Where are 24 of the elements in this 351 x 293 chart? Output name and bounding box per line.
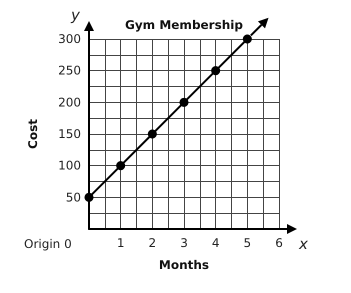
y-tick-label: 50 (66, 190, 81, 204)
x-tick-label: 1 (116, 236, 124, 250)
text: Origin 0 (24, 237, 72, 251)
x-tick-label: 4 (212, 236, 220, 250)
y-tick-label: 100 (58, 158, 81, 173)
point (148, 130, 157, 138)
y-axis-title: Cost (26, 118, 40, 149)
y-tick-label: 150 (58, 127, 81, 141)
x-tick-label: 5 (244, 236, 252, 250)
point (116, 161, 126, 170)
x-tick-label: 2 (148, 236, 156, 250)
text: x (298, 235, 308, 253)
point (211, 66, 220, 76)
chart-title: Gym Membership (125, 18, 244, 32)
x-tick-label: 3 (180, 236, 188, 250)
x-axis-title: Months (158, 258, 210, 272)
text: y (70, 6, 81, 24)
point (180, 98, 188, 107)
y-tick-label: 300 (58, 32, 81, 46)
point (242, 34, 252, 44)
point (84, 192, 94, 202)
y-tick-label: 250 (58, 64, 81, 78)
y-tick-label: 200 (58, 95, 81, 110)
x-tick-label: 6 (275, 236, 283, 250)
